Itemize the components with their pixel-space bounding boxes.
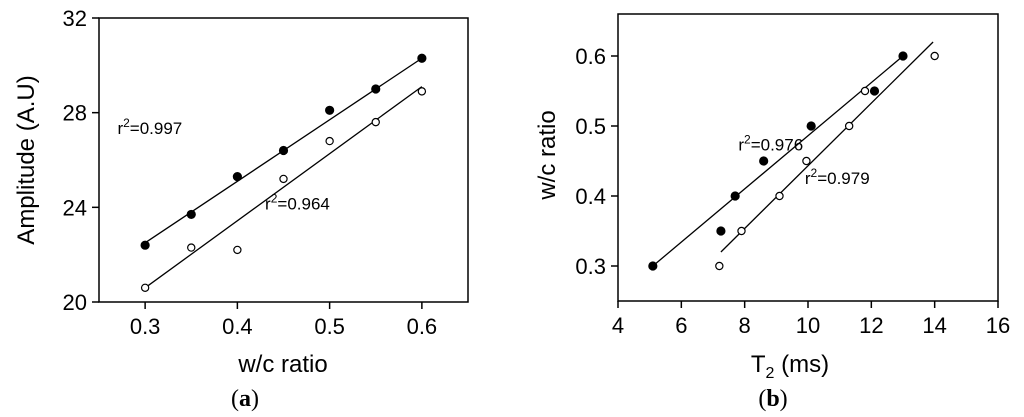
- data-point-filled: [325, 105, 335, 115]
- y-axis-title-a: Amplitude (A.U): [13, 75, 40, 244]
- x-tick-label: 14: [922, 313, 946, 338]
- data-point-open: [844, 121, 854, 131]
- fit-line-open: [144, 86, 423, 289]
- x-tick-label: 0.6: [407, 314, 438, 339]
- y-tick-label: 28: [63, 101, 87, 126]
- r-squared-label: r2=0.976: [738, 133, 803, 155]
- data-point-filled: [186, 209, 196, 220]
- points-b: [648, 51, 939, 271]
- data-point-open: [775, 191, 784, 201]
- data-point-filled: [869, 86, 880, 96]
- data-point-filled: [806, 121, 816, 131]
- x-tick-label: 10: [796, 313, 820, 338]
- points-a: [140, 53, 427, 292]
- r-squared-label: r2=0.979: [805, 166, 870, 188]
- r-squared-label: r2=0.997: [117, 116, 182, 138]
- data-point-open: [715, 261, 724, 271]
- data-point-open: [371, 117, 380, 127]
- panel-label-b: (b): [758, 386, 787, 412]
- data-point-filled: [648, 261, 658, 271]
- data-point-open: [930, 51, 939, 61]
- y-tick-label: 20: [63, 290, 87, 315]
- x-axis-title-a: w/c ratio: [237, 351, 327, 378]
- r-squared-label: r2=0.964: [265, 192, 330, 214]
- data-point-open: [802, 156, 811, 166]
- y-tick-label: 24: [63, 195, 87, 220]
- fit-lines-a: [144, 57, 423, 289]
- x-ticks-a: 0.3 0.4 0.5 0.6 20 24 28 32: [63, 6, 438, 339]
- x-tick-label: 0.4: [222, 314, 253, 339]
- panel-a: 0.3 0.4 0.5 0.6 20 24 28 32 r2=0.997 r2=0.964 Am…: [13, 6, 469, 412]
- data-point-open: [737, 226, 746, 236]
- x-tick-label: 6: [675, 313, 687, 338]
- x-axis-title-b: T2 (ms): [751, 351, 829, 382]
- y-tick-label: 0.5: [575, 114, 606, 139]
- y-tick-label: 32: [63, 6, 87, 31]
- data-point-open: [279, 174, 288, 184]
- plot-frame-a: [98, 17, 469, 303]
- x-tick-label: 8: [739, 313, 751, 338]
- data-point-open: [860, 86, 870, 96]
- data-point-filled: [278, 145, 289, 156]
- data-point-filled: [759, 156, 769, 166]
- data-point-open: [417, 87, 427, 96]
- y-tick-label: 0.4: [575, 184, 606, 209]
- data-point-filled: [232, 171, 242, 182]
- fit-line-open: [720, 41, 934, 253]
- data-point-filled: [898, 51, 908, 61]
- data-point-filled: [716, 226, 726, 236]
- data-point-filled: [730, 191, 740, 201]
- y-axis-title-b: w/c ratio: [534, 110, 561, 200]
- annotations-a: r2=0.997 r2=0.964: [117, 116, 329, 214]
- panel-b: 4 6 8 10 12 14 16 0.3 0.4 0.5 0.6 r2=0.976r2=0.979…: [534, 13, 1010, 412]
- data-point-filled: [417, 53, 427, 63]
- data-point-open: [233, 245, 242, 255]
- y-tick-label: 0.3: [575, 254, 606, 279]
- data-point-open: [140, 283, 150, 292]
- data-point-filled: [140, 240, 150, 250]
- x-tick-label: 0.5: [314, 314, 345, 339]
- panel-label-a: (a): [231, 386, 259, 412]
- x-tick-label: 0.3: [130, 314, 161, 339]
- y-tick-label: 0.6: [575, 44, 606, 69]
- data-point-open: [325, 136, 334, 146]
- x-tick-label: 12: [859, 313, 883, 338]
- x-tick-label: 16: [986, 313, 1010, 338]
- x-tick-label: 4: [612, 313, 624, 338]
- data-point-filled: [371, 84, 381, 94]
- x-ticks-b: 4 6 8 10 12 14 16 0.3 0.4 0.5 0.6: [575, 44, 1010, 338]
- data-point-open: [187, 243, 196, 252]
